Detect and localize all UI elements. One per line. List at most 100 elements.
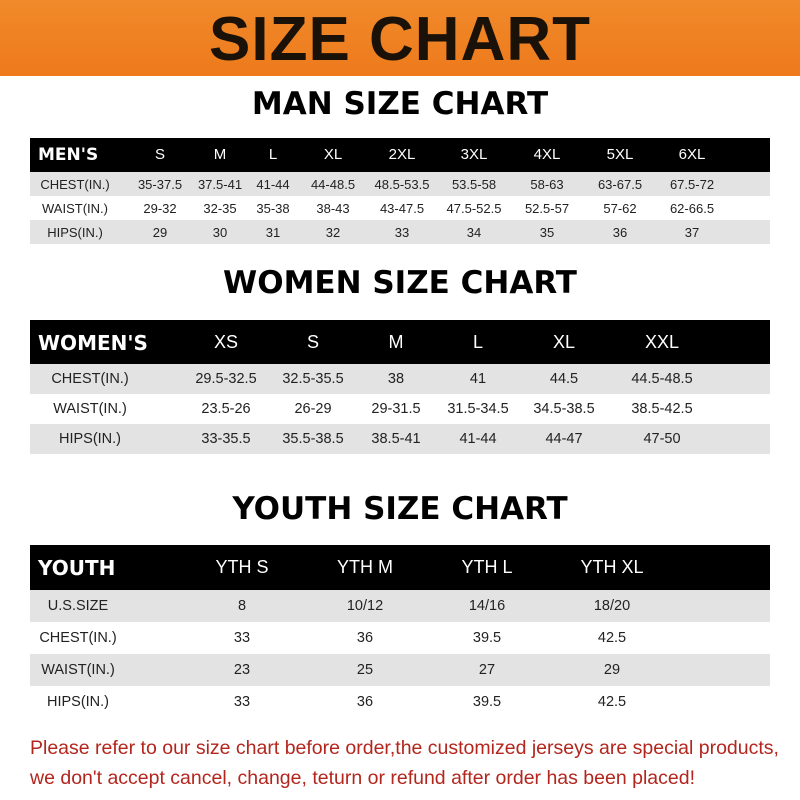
cell: 10/12 — [346, 597, 384, 614]
size-header: XL — [552, 331, 576, 352]
cell: 44-47 — [545, 430, 583, 447]
cell: 41 — [469, 370, 487, 387]
banner-title: SIZE CHART — [209, 5, 591, 74]
cell: 37 — [684, 224, 700, 240]
size-header: YTH M — [337, 557, 393, 578]
cell: 26-29 — [294, 400, 332, 417]
cell: 63-67.5 — [597, 176, 643, 192]
cell: 31.5-34.5 — [447, 400, 509, 417]
cell: 33 — [394, 224, 410, 240]
cell: 27 — [478, 661, 496, 678]
notice: Please refer to our size chart before or… — [30, 733, 790, 793]
cell: 25 — [356, 661, 374, 678]
cell: 38.5-42.5 — [631, 400, 693, 417]
header-row: WOMEN'S XS S M L XL XXL — [30, 320, 770, 364]
cell: 35-37.5 — [137, 176, 183, 192]
header-row: MEN'S S M L XL 2XL 3XL 4XL 5XL 6XL — [30, 138, 770, 172]
size-header: L — [472, 331, 484, 352]
table-title: WOMEN'S — [38, 330, 148, 355]
cell: 36 — [612, 224, 628, 240]
size-header: S — [306, 331, 320, 352]
cell: 8 — [237, 597, 247, 614]
table-row: WAIST(IN.) 23.5-26 26-29 29-31.5 31.5-34.5 34… — [30, 394, 770, 424]
cell: 41-44 — [256, 176, 290, 192]
table-row: HIPS(IN.) 33 36 39.5 42.5 — [30, 686, 770, 718]
cell: 38-43 — [316, 200, 350, 216]
row-label: HIPS(IN.) — [58, 430, 122, 447]
size-header: XXL — [644, 331, 680, 352]
cell: 18/20 — [593, 597, 631, 614]
size-header: M — [388, 331, 404, 352]
cell: 39.5 — [472, 629, 502, 646]
cell: 67.5-72 — [669, 176, 715, 192]
cell: 35 — [539, 224, 555, 240]
row-label: HIPS(IN.) — [46, 693, 110, 710]
notice-line-1: Please refer to our size chart before or… — [30, 737, 779, 759]
cell: 29.5-32.5 — [195, 370, 257, 387]
cell: 32-35 — [203, 200, 237, 216]
cell: 33 — [233, 629, 251, 646]
row-label: HIPS(IN.) — [47, 224, 103, 240]
size-header: YTH XL — [580, 557, 644, 578]
cell: 29-32 — [143, 200, 177, 216]
cell: 47-50 — [643, 430, 681, 447]
women-chart-title: WOMEN SIZE CHART — [223, 265, 577, 301]
table-row: CHEST(IN.) 29.5-32.5 32.5-35.5 38 41 44.5 44.5… — [30, 364, 770, 394]
cell: 23 — [233, 661, 251, 678]
cell: 36 — [356, 693, 374, 710]
row-label: WAIST(IN.) — [41, 661, 115, 678]
size-header: YTH L — [461, 557, 513, 578]
cell: 32.5-35.5 — [282, 370, 344, 387]
cell: 42.5 — [597, 629, 627, 646]
cell: 35.5-38.5 — [282, 430, 344, 447]
cell: 42.5 — [597, 693, 627, 710]
table-row: CHEST(IN.) 35-37.5 37.5-41 41-44 44-48.5 48.5… — [30, 172, 770, 196]
cell: 32 — [325, 224, 341, 240]
cell: 48.5-53.5 — [374, 176, 430, 192]
banner: SIZE CHART — [0, 0, 800, 76]
size-header: XS — [213, 331, 239, 352]
cell: 41-44 — [459, 430, 497, 447]
size-header: 4XL — [533, 146, 561, 164]
cell: 62-66.5 — [669, 200, 715, 216]
cell: 39.5 — [472, 693, 502, 710]
table-title: YOUTH — [38, 556, 116, 580]
cell: 38 — [387, 370, 405, 387]
size-header: S — [154, 146, 166, 164]
size-header: XL — [323, 146, 343, 164]
row-label: WAIST(IN.) — [53, 400, 127, 417]
table-row: U.S.SIZE 8 10/12 14/16 18/20 — [30, 590, 770, 622]
cell: 44.5 — [549, 370, 579, 387]
cell: 58-63 — [530, 176, 564, 192]
row-label: CHEST(IN.) — [39, 629, 117, 646]
size-header: 6XL — [678, 146, 706, 164]
size-header: 5XL — [606, 146, 634, 164]
table-row: CHEST(IN.) 33 36 39.5 42.5 — [30, 622, 770, 654]
cell: 35-38 — [256, 200, 290, 216]
cell: 23.5-26 — [201, 400, 251, 417]
cell: 29 — [152, 224, 168, 240]
cell: 34.5-38.5 — [533, 400, 595, 417]
table-row: WAIST(IN.) 29-32 32-35 35-38 38-43 43-47.5 47.… — [30, 196, 770, 220]
table-row: WAIST(IN.) 23 25 27 29 — [30, 654, 770, 686]
youth-chart-title: YOUTH SIZE CHART — [232, 491, 568, 527]
cell: 47.5-52.5 — [446, 200, 502, 216]
row-label: U.S.SIZE — [47, 597, 109, 614]
cell: 44-48.5 — [310, 176, 356, 192]
cell: 14/16 — [468, 597, 506, 614]
row-label: WAIST(IN.) — [42, 200, 108, 216]
men-chart-title: MAN SIZE CHART — [251, 86, 549, 122]
table-row: HIPS(IN.) 29 30 31 32 33 34 35 36 37 — [30, 220, 770, 244]
cell: 31 — [265, 224, 281, 240]
cell: 57-62 — [603, 200, 637, 216]
cell: 34 — [466, 224, 482, 240]
cell: 43-47.5 — [379, 200, 425, 216]
cell: 36 — [356, 629, 374, 646]
table-title: MEN'S — [38, 145, 99, 166]
cell: 33-35.5 — [201, 430, 251, 447]
cell: 30 — [212, 224, 228, 240]
size-header: L — [268, 146, 278, 164]
cell: 44.5-48.5 — [631, 370, 693, 387]
size-header: YTH S — [215, 557, 269, 578]
cell: 29-31.5 — [371, 400, 421, 417]
